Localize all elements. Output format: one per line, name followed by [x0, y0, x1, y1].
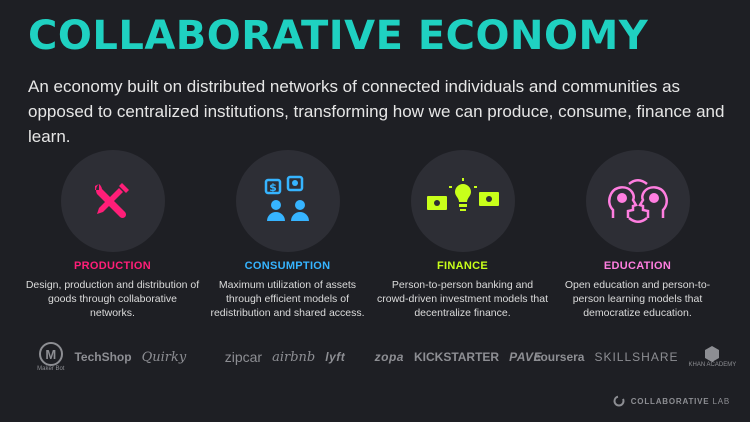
minds-exchange-icon: [607, 179, 668, 223]
page-title: COLLABORATIVE ECONOMY: [28, 13, 649, 59]
quirky-logo: Quirky: [141, 349, 187, 365]
education-icon-circle: [585, 150, 690, 252]
column-description: Maximum utilization of assets through ef…: [210, 279, 365, 319]
finance-icon-circle: [410, 150, 515, 252]
brand-suffix: LAB: [712, 396, 730, 406]
skillshare-logo: SKILLSHARE: [594, 350, 679, 364]
column-title: FINANCE: [437, 260, 488, 272]
column-description: Open education and person-to-person lear…: [564, 279, 711, 319]
column-title: PRODUCTION: [74, 260, 151, 272]
khan-academy-logo: KHAN ACADEMY: [688, 346, 737, 368]
column-description: Person-to-person banking and crowd-drive…: [377, 279, 548, 319]
column-title: EDUCATION: [603, 260, 672, 272]
money-exchange-icon: [426, 178, 499, 211]
airbnb-logo: airbnb: [272, 349, 316, 365]
column-production: PRODUCTION Design, production and distri…: [25, 150, 200, 320]
column-education: EDUCATION Open education and person-to-p…: [550, 150, 725, 320]
production-icon-circle: [60, 150, 165, 252]
consumption-logos: zipcar airbnb lyft: [198, 337, 371, 377]
column-description: Design, production and distribution of g…: [25, 279, 200, 319]
education-logos: coursera SKILLSHARE KHAN ACADEMY: [534, 337, 736, 377]
category-columns: PRODUCTION Design, production and distri…: [25, 150, 725, 320]
logo-small-text: KHAN ACADEMY: [688, 362, 737, 368]
logo-small-text: Maker Bot: [37, 366, 65, 372]
zopa-logo: zopa: [374, 350, 404, 364]
techshop-logo: TechShop: [74, 350, 132, 364]
brand-name: COLLABORATIVE: [630, 396, 710, 406]
column-title: CONSUMPTION: [244, 260, 331, 272]
production-logos: M Maker Bot TechShop Quirky: [25, 337, 198, 377]
zipcar-logo: zipcar: [224, 349, 263, 365]
makerbot-mark: M: [38, 342, 63, 366]
pave-logo: PAVE: [509, 350, 542, 364]
brand-footer: COLLABORATIVE LAB: [613, 395, 730, 407]
column-consumption: $ CONSUMPTION Maximum utilization of ass…: [200, 150, 375, 320]
svg-text:$: $: [269, 181, 277, 194]
finance-logos: zopa KICKSTARTER PAVE: [372, 337, 545, 377]
khan-academy-mark: [705, 346, 720, 362]
column-finance: FINANCE Person-to-person banking and cro…: [375, 150, 550, 320]
makerbot-logo: M Maker Bot: [37, 342, 64, 372]
kickstarter-logo: KICKSTARTER: [413, 350, 500, 364]
collaborative-lab-logo-icon: [613, 395, 625, 407]
coursera-logo: coursera: [533, 350, 585, 364]
subtitle: An economy built on distributed networks…: [28, 77, 725, 146]
exchange-people-icon: $: [264, 175, 309, 221]
consumption-icon-circle: $: [235, 150, 340, 252]
partner-logos: M Maker Bot TechShop Quirky zipcar airbn…: [25, 337, 736, 377]
lyft-logo: lyft: [325, 350, 346, 364]
tools-icon: [94, 183, 129, 219]
